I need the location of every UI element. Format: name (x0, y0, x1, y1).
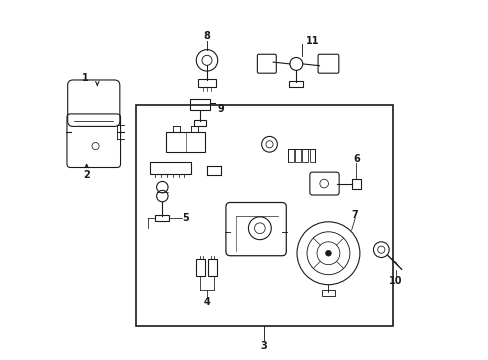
Bar (351, 179, 360, 189)
Bar (155, 215, 169, 221)
Bar (295, 149, 300, 162)
Bar (309, 149, 315, 162)
Circle shape (325, 250, 331, 256)
Bar (207, 259, 217, 276)
Text: 8: 8 (203, 31, 210, 41)
Bar (287, 149, 293, 162)
Text: 4: 4 (203, 297, 210, 307)
Text: 3: 3 (260, 341, 267, 351)
Bar (322, 291, 334, 296)
Bar (194, 120, 205, 126)
Text: 7: 7 (351, 210, 358, 220)
Bar (149, 162, 190, 174)
Bar (189, 99, 209, 110)
Bar (198, 79, 215, 87)
Bar (288, 81, 303, 87)
Text: 10: 10 (388, 276, 402, 286)
Text: 1: 1 (81, 73, 88, 83)
Bar (195, 259, 204, 276)
Text: 11: 11 (305, 36, 319, 46)
Text: 6: 6 (352, 154, 359, 163)
Bar (302, 149, 307, 162)
Text: 9: 9 (217, 104, 224, 113)
Text: 2: 2 (83, 170, 90, 180)
Text: 5: 5 (182, 212, 188, 222)
Bar (135, 105, 392, 327)
Bar (165, 132, 205, 153)
